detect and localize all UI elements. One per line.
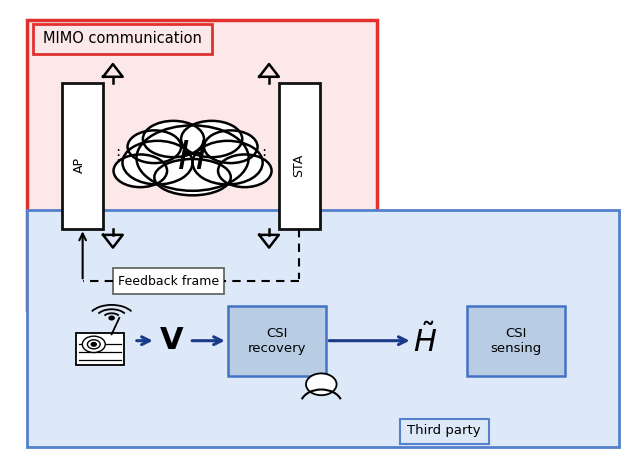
Circle shape [306, 373, 337, 395]
FancyBboxPatch shape [278, 83, 320, 228]
FancyBboxPatch shape [113, 268, 225, 294]
Circle shape [109, 316, 114, 320]
FancyBboxPatch shape [76, 333, 124, 365]
Text: $\mathit{H}$: $\mathit{H}$ [177, 139, 207, 177]
Text: STA: STA [292, 153, 305, 176]
Text: ⋮: ⋮ [110, 149, 125, 163]
Circle shape [83, 336, 105, 352]
Text: CSI
recovery: CSI recovery [248, 327, 306, 355]
FancyBboxPatch shape [27, 210, 620, 446]
Text: MIMO communication: MIMO communication [43, 31, 202, 46]
FancyBboxPatch shape [33, 24, 212, 53]
Text: Third party: Third party [408, 424, 481, 437]
Text: ⋮: ⋮ [256, 149, 271, 163]
Text: AP: AP [72, 157, 86, 173]
Circle shape [92, 342, 97, 346]
FancyBboxPatch shape [62, 83, 103, 228]
Circle shape [88, 340, 100, 349]
FancyBboxPatch shape [467, 306, 565, 376]
FancyBboxPatch shape [27, 20, 378, 310]
Text: Feedback frame: Feedback frame [118, 275, 220, 288]
Text: CSI
sensing: CSI sensing [491, 327, 542, 355]
FancyBboxPatch shape [399, 419, 489, 444]
FancyBboxPatch shape [228, 306, 326, 376]
Text: $\mathbf{V}$: $\mathbf{V}$ [159, 326, 185, 355]
Text: $\tilde{H}$: $\tilde{H}$ [413, 324, 437, 358]
